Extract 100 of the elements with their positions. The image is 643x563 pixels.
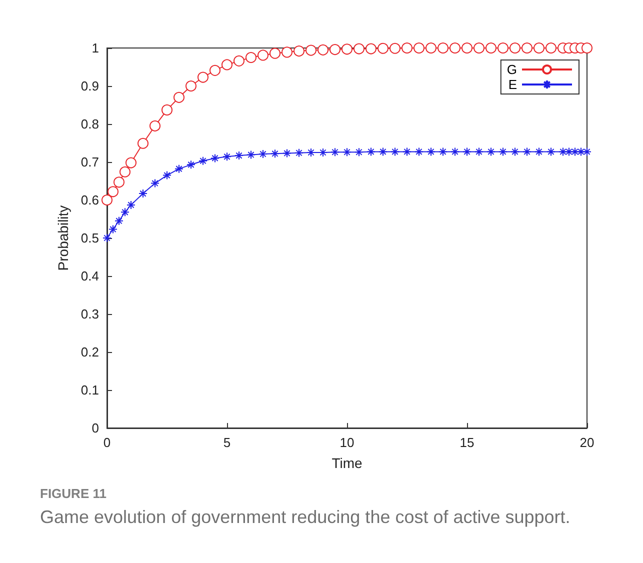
x-tick-label: 10: [340, 435, 354, 450]
point: [198, 72, 208, 83]
point: [426, 147, 436, 156]
x-tick-label: 0: [103, 435, 111, 450]
x-tick-label: 15: [460, 435, 474, 450]
point: [126, 157, 136, 168]
point: [546, 147, 556, 156]
point: [162, 104, 172, 116]
point: [186, 160, 196, 170]
point: [546, 42, 556, 54]
point: [210, 154, 220, 163]
point: [318, 44, 328, 56]
point: [438, 42, 448, 54]
point: [354, 148, 364, 157]
point: [108, 186, 118, 198]
point: [462, 147, 472, 156]
legend-label: G: [506, 62, 517, 77]
y-tick-label: 0.1: [80, 382, 99, 398]
point: [414, 147, 424, 156]
point: [102, 234, 112, 242]
point: [534, 42, 544, 54]
x-axis-title: Time: [332, 455, 363, 471]
point: [426, 42, 436, 54]
y-tick-label: 0.3: [80, 306, 99, 322]
point: [198, 156, 208, 166]
point: [294, 148, 304, 158]
point: [258, 150, 268, 159]
point: [330, 44, 340, 56]
point: [306, 148, 316, 157]
point: [234, 55, 244, 66]
y-tick-label: 0.9: [80, 78, 99, 94]
y-tick-label: 0.5: [80, 230, 99, 246]
point: [138, 189, 148, 198]
caption: FIGURE 11: [40, 486, 106, 501]
point: [390, 42, 400, 54]
point: [510, 147, 520, 156]
y-tick-label: 0.6: [80, 192, 99, 208]
point: [126, 200, 136, 210]
point: [450, 42, 460, 54]
point: [282, 46, 292, 58]
point: [564, 147, 574, 156]
point: [378, 147, 388, 156]
x-tick-label: 20: [580, 435, 594, 450]
point: [294, 46, 304, 57]
point: [138, 138, 148, 149]
point: [342, 148, 352, 157]
point: [570, 147, 580, 156]
point: [390, 147, 400, 156]
point: [354, 43, 364, 54]
point: [582, 147, 592, 156]
point: [474, 42, 484, 54]
point: [174, 164, 184, 174]
point: [150, 178, 160, 188]
y-tick-label: 0: [92, 420, 99, 436]
point: [102, 194, 112, 206]
point: [186, 80, 196, 92]
point: [114, 176, 124, 188]
point: [234, 151, 244, 160]
point: [246, 150, 256, 160]
legend-label: E: [508, 77, 518, 92]
point: [522, 42, 532, 54]
point: [438, 147, 448, 156]
y-tick-label: 0.4: [80, 268, 99, 284]
y-tick-label: 1: [92, 40, 99, 56]
point: [120, 166, 130, 178]
point: [270, 149, 280, 158]
point: [498, 147, 508, 156]
y-tick-label: 0.2: [80, 344, 99, 360]
x-tick-label: 5: [223, 435, 231, 450]
point: [474, 147, 484, 156]
point: [330, 148, 340, 157]
point: [462, 42, 472, 54]
point: [378, 42, 388, 54]
point: [114, 216, 124, 226]
point: [558, 147, 568, 156]
point: [534, 147, 544, 156]
point: [150, 120, 160, 132]
y-tick-label: 0.7: [80, 154, 99, 170]
point: [174, 92, 184, 103]
point: [366, 147, 376, 156]
point: [210, 64, 220, 76]
point: [582, 42, 592, 54]
point: [222, 59, 232, 70]
point: [576, 147, 586, 156]
point: [162, 170, 172, 180]
point: [258, 50, 268, 61]
point: [414, 42, 424, 54]
y-axis-title: Probability: [55, 205, 72, 271]
point: [246, 52, 256, 63]
y-tick-label: 0.8: [80, 116, 99, 132]
point: [450, 147, 460, 156]
point: [120, 208, 130, 217]
point: [402, 147, 412, 156]
point: [510, 42, 520, 54]
point: [498, 42, 508, 54]
point: [282, 148, 292, 158]
point: [306, 44, 316, 56]
point: [486, 42, 496, 54]
point: [318, 148, 328, 157]
point: [222, 152, 232, 162]
